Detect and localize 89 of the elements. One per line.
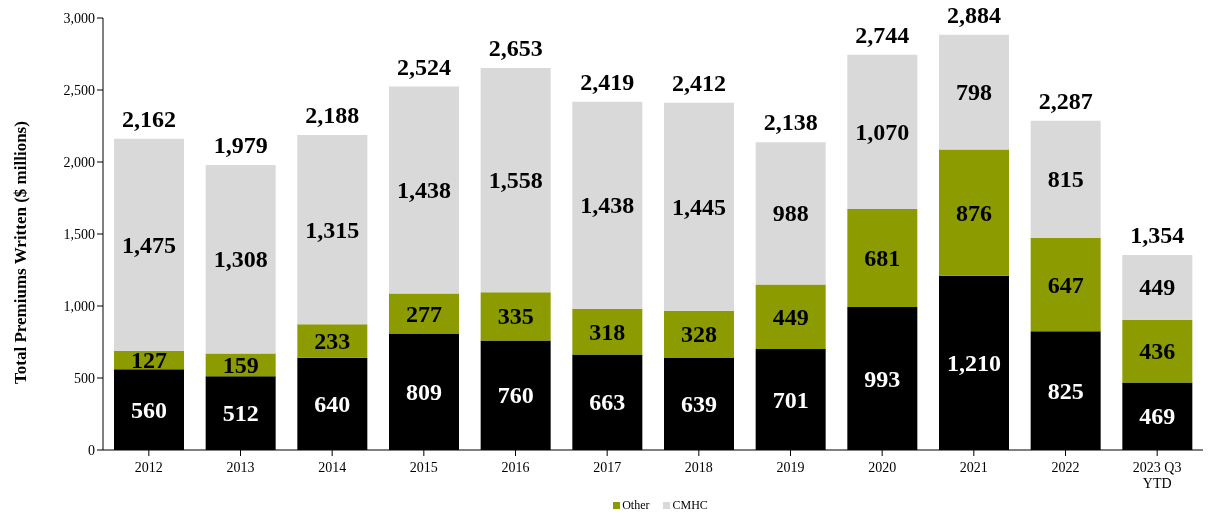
bar (939, 34, 1009, 150)
y-tick-label: 1,500 (63, 226, 95, 242)
x-tick-label: 2023 Q3 YTD (1132, 460, 1182, 491)
y-axis-title: Total Premiums Written ($ millions) (11, 121, 31, 384)
bar (1122, 319, 1193, 383)
data-label: 449 (1139, 274, 1176, 301)
y-tick-label: 1,000 (63, 298, 95, 314)
data-label: 647 (1047, 271, 1084, 298)
total-label: 2,744 (855, 21, 910, 48)
x-tick-label: 2012 (134, 460, 163, 475)
data-label: 640 (314, 390, 351, 417)
x-tick-label: 2021 (959, 460, 988, 475)
data-label: 1,308 (213, 246, 268, 273)
data-label: 1,475 (122, 231, 176, 258)
x-tick-label: 2020 (868, 460, 897, 475)
bar (1030, 238, 1101, 332)
data-label: 127 (131, 347, 167, 374)
x-tick-label: 2017 (593, 460, 622, 475)
x-tick-label: 2018 (684, 460, 713, 475)
bar (480, 67, 551, 293)
y-tick-label: 2,500 (63, 82, 95, 98)
y-tick-label: 500 (74, 370, 95, 386)
data-label: 449 (772, 303, 809, 330)
data-label: 798 (956, 79, 992, 106)
data-label: 701 (772, 386, 809, 413)
data-label: 512 (222, 400, 259, 427)
bar (755, 142, 826, 285)
bar (205, 165, 276, 354)
data-label: 1,445 (672, 193, 726, 220)
data-label: 876 (956, 199, 992, 226)
data-label: 1,210 (947, 349, 1001, 376)
data-label: 1,315 (305, 216, 360, 243)
total-label: 2,419 (580, 68, 635, 95)
bar (1122, 255, 1193, 320)
data-label: 988 (772, 200, 809, 227)
total-label: 1,354 (1130, 222, 1185, 249)
data-label: 760 (497, 382, 534, 409)
data-label: 469 (1139, 403, 1176, 430)
data-label: 233 (314, 328, 351, 355)
data-label: 159 (222, 351, 259, 378)
data-label: 277 (406, 300, 442, 327)
total-label: 2,188 (305, 101, 360, 128)
x-tick-label: 2015 (409, 460, 438, 475)
data-label: 560 (131, 396, 167, 423)
data-label: 825 (1047, 377, 1084, 404)
data-label: 815 (1047, 166, 1084, 193)
data-label: 328 (681, 321, 717, 348)
total-label: 2,138 (763, 109, 818, 136)
data-label: 1,070 (855, 118, 910, 145)
data-label: 1,438 (580, 192, 635, 219)
bar (847, 208, 918, 308)
legend-label: Other (621, 498, 650, 513)
y-tick-label: 2,000 (63, 154, 95, 170)
total-label: 1,979 (213, 132, 268, 159)
data-label: 1,558 (488, 167, 543, 194)
bar (297, 134, 368, 325)
bar (939, 149, 1009, 276)
x-tick-label: 2016 (501, 460, 530, 475)
bar (389, 86, 459, 294)
y-tick-label: 0 (88, 442, 95, 458)
bar (755, 284, 826, 350)
y-tick-label: 3,000 (63, 10, 95, 26)
data-label: 993 (864, 365, 901, 392)
bar (572, 308, 643, 355)
x-tick-label: 2014 (318, 460, 347, 475)
data-label: 436 (1139, 338, 1176, 365)
total-label: 2,162 (122, 105, 176, 132)
data-label: 809 (406, 378, 442, 405)
legend-label: CMHC (671, 498, 708, 513)
total-label: 2,524 (397, 53, 451, 80)
bar (847, 54, 918, 209)
bar (480, 292, 551, 341)
total-label: 2,287 (1038, 87, 1093, 114)
bar (1030, 120, 1101, 239)
data-label: 663 (589, 389, 626, 416)
bar (114, 138, 184, 352)
data-label: 335 (497, 303, 534, 330)
x-tick-label: 2022 (1051, 460, 1080, 475)
x-tick-label: 2013 (226, 460, 255, 475)
bar (572, 101, 643, 309)
x-tick-label: 2019 (776, 460, 805, 475)
data-label: 1,438 (397, 177, 451, 204)
total-label: 2,653 (488, 34, 543, 61)
data-label: 318 (589, 318, 626, 345)
bar (664, 102, 734, 311)
bar (389, 293, 459, 334)
data-label: 639 (681, 390, 717, 417)
total-label: 2,412 (672, 69, 726, 96)
data-label: 681 (864, 244, 901, 271)
